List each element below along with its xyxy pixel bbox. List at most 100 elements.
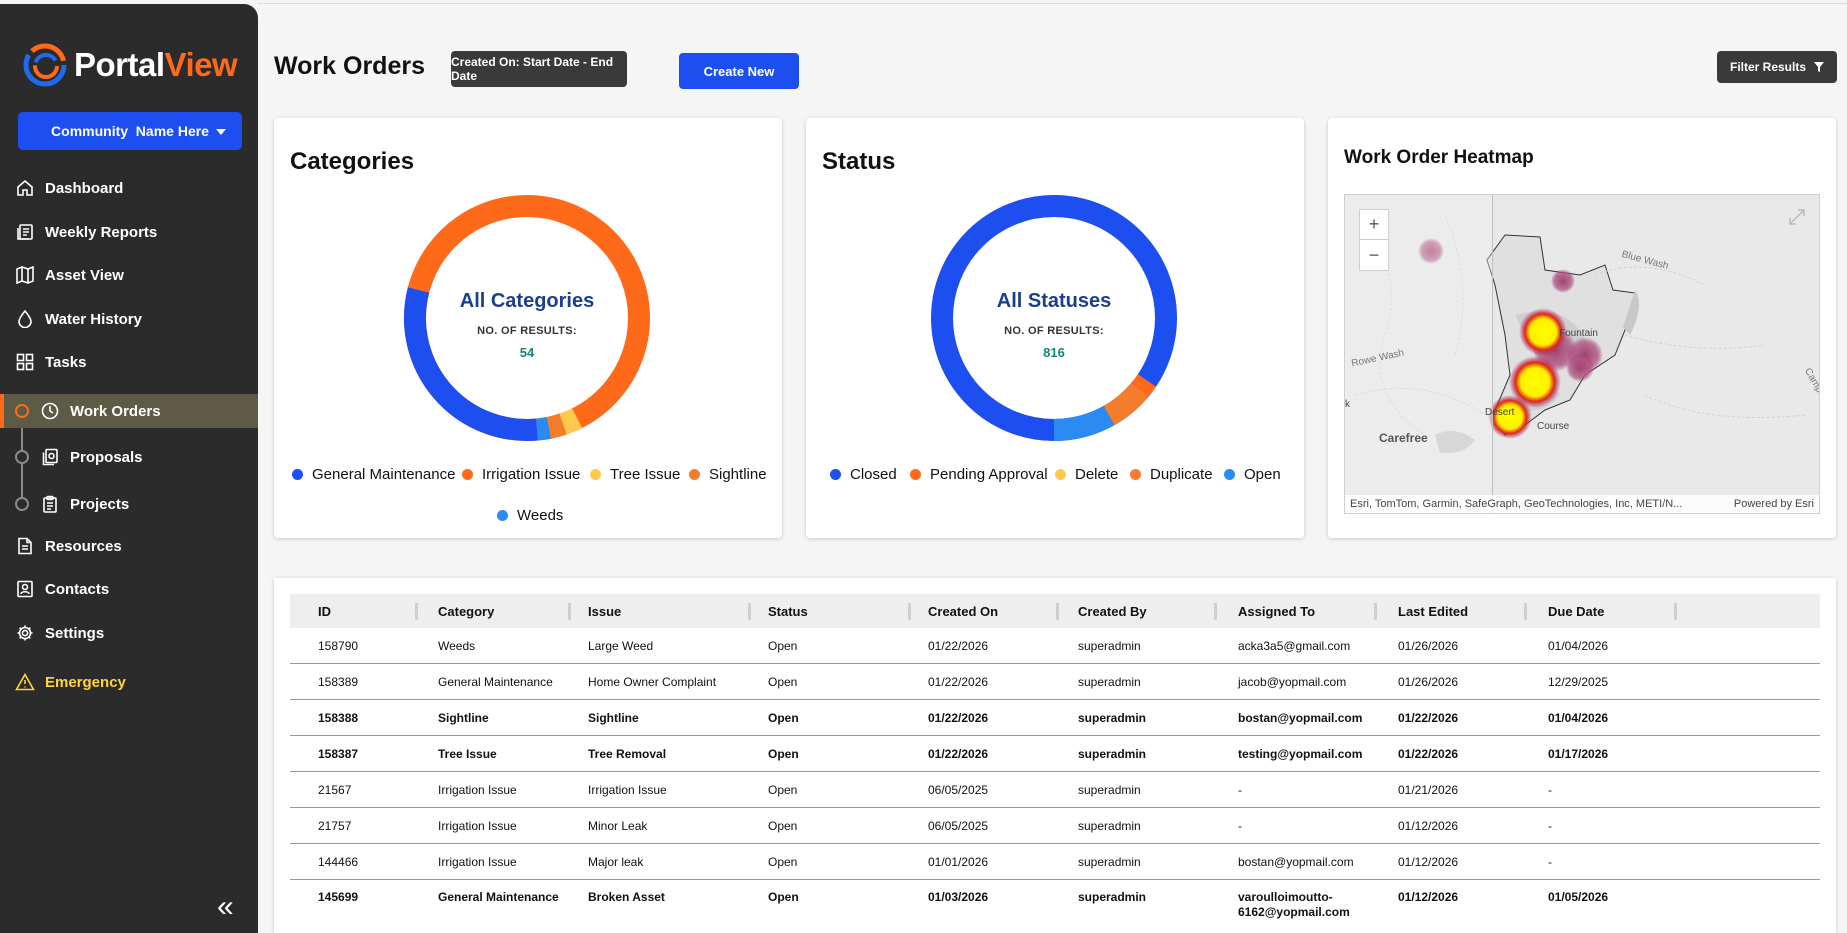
contact-icon <box>15 579 35 599</box>
legend-dot <box>292 469 303 480</box>
nav-emergency[interactable]: Emergency <box>0 665 258 699</box>
nav-work-orders[interactable]: Work Orders <box>0 394 258 428</box>
table-row[interactable]: 158389 General Maintenance Home Owner Comp… <box>290 664 1820 700</box>
legend-item[interactable]: Irrigation Issue <box>462 466 580 483</box>
column-header[interactable]: Issue <box>588 594 751 628</box>
legend-item[interactable]: Sightline <box>689 466 767 483</box>
column-header[interactable]: Created On <box>928 594 1059 628</box>
nav-water-history[interactable]: Water History <box>0 302 258 336</box>
column-resize-handle[interactable] <box>1674 603 1677 620</box>
table-row[interactable]: 21757 Irrigation Issue Minor Leak Open 06/05… <box>290 808 1820 844</box>
table-row[interactable]: 158790 Weeds Large Weed Open 01/22/2026 super… <box>290 628 1820 664</box>
table-row[interactable]: 158387 Tree Issue Tree Removal Open 01/22/20… <box>290 736 1820 772</box>
column-resize-handle[interactable] <box>415 603 418 620</box>
table-cell: General Maintenance <box>438 890 559 904</box>
column-resize-handle[interactable] <box>1056 603 1059 620</box>
column-header-label: Status <box>768 603 808 619</box>
collapse-sidebar-icon[interactable]: « <box>217 890 234 923</box>
table-cell: bostan@yopmail.com <box>1238 854 1354 869</box>
column-header[interactable]: Due Date <box>1548 594 1677 628</box>
clipboard-icon <box>40 494 60 514</box>
legend-dot <box>910 469 921 480</box>
table-cell: 01/22/2026 <box>1398 746 1459 761</box>
table-cell: Open <box>768 746 799 761</box>
status-donut[interactable] <box>806 118 1304 538</box>
legend-item[interactable]: Tree Issue <box>590 466 680 483</box>
column-header[interactable]: Created By <box>1078 594 1217 628</box>
heatmap-title: Work Order Heatmap <box>1344 147 1534 168</box>
nav-resources[interactable]: Resources <box>0 529 258 563</box>
column-resize-handle[interactable] <box>1374 603 1377 620</box>
legend-item[interactable]: Pending Approval <box>910 466 1048 483</box>
categories-donut[interactable] <box>274 118 782 538</box>
column-resize-handle[interactable] <box>1214 603 1217 620</box>
nav-tree-dot <box>15 450 29 464</box>
legend-item[interactable]: Closed <box>830 466 897 483</box>
nav-proposals[interactable]: Proposals <box>0 440 258 474</box>
nav-dashboard[interactable]: Dashboard <box>0 171 258 205</box>
legend-dot <box>689 469 700 480</box>
nav-settings[interactable]: Settings <box>0 616 258 650</box>
map-zoom-control: + − <box>1359 209 1389 271</box>
expand-icon[interactable] <box>1789 209 1805 230</box>
nav-projects[interactable]: Projects <box>0 487 258 521</box>
date-range-button[interactable]: Created On: Start Date - End Date <box>451 51 627 87</box>
nav-tasks[interactable]: Tasks <box>0 345 258 379</box>
table-cell: Open <box>768 674 798 689</box>
legend-label: Weeds <box>517 507 564 524</box>
nav-weekly-reports[interactable]: Weekly Reports <box>0 215 258 249</box>
table-cell: superadmin <box>1078 746 1147 761</box>
zoom-out-button[interactable]: − <box>1368 244 1380 265</box>
table-row[interactable]: 144466 Irrigation Issue Major leak Open 01/0… <box>290 844 1820 880</box>
map-powered-by[interactable]: Powered by Esri <box>1733 498 1814 510</box>
table-cell: Irrigation Issue <box>588 782 667 797</box>
column-header[interactable]: Status <box>768 594 911 628</box>
nav-contacts[interactable]: Contacts <box>0 572 258 606</box>
column-resize-handle[interactable] <box>568 603 571 620</box>
table-cell: 01/05/2026 <box>1548 890 1609 904</box>
community-select[interactable]: Community Name Here <box>18 112 242 150</box>
legend-item[interactable]: General Maintenance <box>292 466 455 483</box>
table-cell: Broken Asset <box>588 890 665 904</box>
column-header[interactable]: Last Edited <box>1398 594 1527 628</box>
table-row[interactable]: 145699 General Maintenance Broken Asset Ope… <box>290 880 1820 926</box>
column-header[interactable]: ID <box>318 594 418 628</box>
heatmap-map[interactable]: + − Rowe Wash Carefree Blue Wash Fountai… <box>1344 194 1820 514</box>
legend-item[interactable]: Duplicate <box>1130 466 1213 483</box>
column-resize-handle[interactable] <box>908 603 911 620</box>
table-cell: Irrigation Issue <box>438 854 517 869</box>
heatmap-basemap <box>1354 214 1806 454</box>
categories-ring-general <box>403 287 538 441</box>
file-icon <box>15 536 35 556</box>
heatmap-card: Work Order Heatmap <box>1328 118 1836 538</box>
table-row[interactable]: 158388 Sightline Sightline Open 01/22/2026 su… <box>290 700 1820 736</box>
map-label: Desert <box>1485 407 1515 418</box>
table-cell: superadmin <box>1078 890 1147 904</box>
column-resize-handle[interactable] <box>1524 603 1527 620</box>
table-cell: 01/26/2026 <box>1398 674 1459 689</box>
table-cell: 01/04/2026 <box>1548 638 1609 653</box>
nav-asset-view[interactable]: Asset View <box>0 258 258 292</box>
legend-label: Sightline <box>709 466 767 483</box>
column-resize-handle[interactable] <box>748 603 751 620</box>
nav-label: Weekly Reports <box>45 223 158 241</box>
zoom-in-button[interactable]: + <box>1360 210 1388 240</box>
table-cell: 01/04/2026 <box>1548 710 1609 725</box>
table-cell: 06/05/2025 <box>928 818 989 833</box>
column-header[interactable]: Category <box>438 594 571 628</box>
table-cell: 158389 <box>318 674 359 689</box>
column-header[interactable]: Assigned To <box>1238 594 1377 628</box>
create-new-button[interactable]: Create New <box>679 53 799 89</box>
table-cell: Sightline <box>438 710 489 725</box>
legend-item[interactable]: Open <box>1224 466 1281 483</box>
filter-results-button[interactable]: Filter Results <box>1717 51 1837 83</box>
table-cell: 01/22/2026 <box>928 746 989 761</box>
sidebar: PortalView Community Name Here Dashboard… <box>0 4 258 933</box>
table-row[interactable]: 21567 Irrigation Issue Irrigation Issue Ope… <box>290 772 1820 808</box>
legend-item[interactable]: Delete <box>1055 466 1118 483</box>
legend-item[interactable]: Weeds <box>497 507 563 524</box>
top-divider <box>258 3 1847 4</box>
status-center-title: All Statuses <box>996 290 1112 312</box>
table-cell: 158387 <box>318 746 359 761</box>
portalview-logo[interactable]: PortalView <box>20 40 238 90</box>
